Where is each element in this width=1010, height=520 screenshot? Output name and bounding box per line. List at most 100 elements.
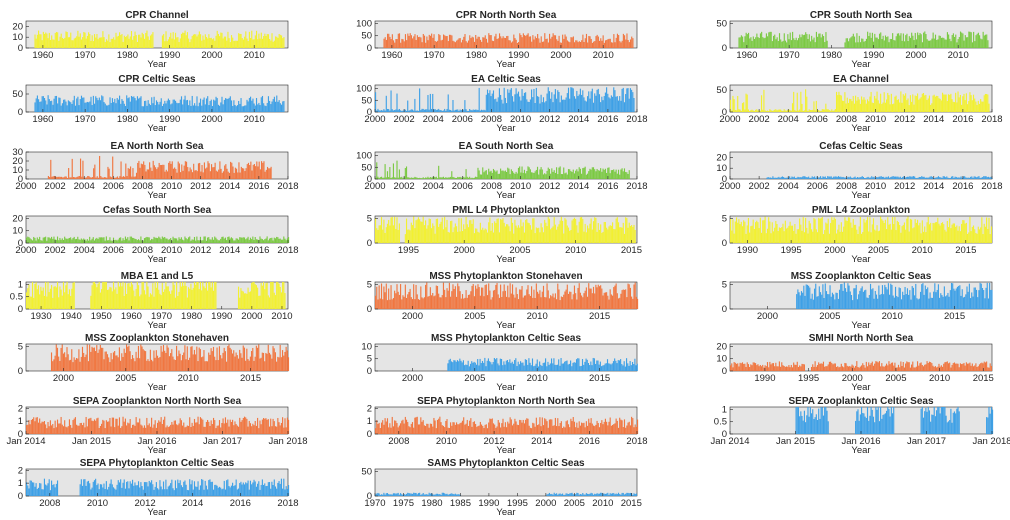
bar-mark [259,489,261,496]
bar-mark [163,34,165,48]
bar-mark [70,102,72,112]
bar-mark [164,350,166,371]
bar-mark [777,109,779,112]
bar-mark [815,283,817,309]
bar-mark [604,168,606,179]
bar-mark [962,176,965,179]
bar-mark [189,288,191,309]
bar-mark [559,102,561,112]
bar-mark [198,289,200,309]
bar-mark [590,38,592,48]
bar-mark [777,366,779,371]
bar-mark [171,479,173,496]
bar-mark [755,222,757,243]
bar-mark [178,350,180,371]
bar-mark [270,418,272,434]
bar-mark [68,37,71,48]
bar-mark [140,344,142,371]
bar-mark [590,418,592,434]
bar-mark [809,41,812,48]
bar-mark [232,238,234,243]
bar-mark [234,240,236,243]
bar-mark [77,236,79,243]
bar-mark [616,96,618,112]
bar-mark [895,36,897,48]
bar-mark [526,34,528,48]
bar-mark [514,219,516,243]
bar-mark [41,421,43,434]
bar-mark [140,163,142,179]
bar-mark [890,176,892,179]
bar-mark [93,480,96,496]
bar-mark [155,287,157,309]
bar-mark [938,407,940,434]
bar-mark [802,176,804,179]
x-tick-label: 1990 [211,311,232,322]
bar-mark [452,362,454,371]
bar-mark [880,293,882,309]
bar-mark [908,294,910,309]
bar-mark [153,424,155,434]
bar-mark [251,170,253,179]
bar-mark [141,282,143,309]
x-axis-label: Year [496,123,515,134]
bar-mark [218,240,221,243]
bar-mark [182,104,184,112]
bar-mark [757,110,759,112]
bar-mark [809,407,811,434]
bar-mark [35,38,37,48]
bar-mark [62,426,65,434]
bar-mark [252,39,254,48]
bar-mark [242,291,244,309]
bar-mark [974,365,976,371]
bar-mark [139,358,141,371]
bar-mark [801,34,803,48]
bar-mark [862,412,864,434]
bar-mark [103,359,105,371]
bar-mark [454,42,457,48]
bar-mark [241,38,243,48]
bar-mark [503,171,505,179]
y-tick-label: 100 [356,151,372,162]
bar-mark [457,283,459,309]
bar-mark [621,40,623,48]
bar-mark [762,220,764,243]
bar-mark [170,424,172,434]
bar-mark [234,40,236,48]
bar-mark [913,40,915,48]
bar-mark [942,296,944,309]
bar-mark [61,103,63,112]
bar-mark [613,169,615,179]
bar-mark [197,163,200,179]
bar-mark [168,426,171,434]
bar-mark [446,493,448,496]
bar-mark [166,41,168,48]
bar-mark [800,366,802,371]
bar-mark [594,169,596,179]
bar-mark [941,407,944,434]
bar-mark [452,493,454,496]
bar-mark [520,289,522,309]
panel-title: EA Celtic Seas [471,74,541,85]
bar-mark [58,240,60,243]
bar-mark [617,100,620,112]
bar-mark [167,39,169,48]
bar-mark [768,32,770,48]
bar-mark [494,289,496,309]
bar-mark [411,177,414,179]
bar-mark [106,421,109,434]
bar-mark [262,418,265,434]
bar-mark [144,164,146,179]
bar-mark [598,427,601,434]
x-axis-label: Year [496,445,515,456]
bar-mark [135,417,137,434]
bar-mark [769,361,771,371]
bar-mark [376,493,378,496]
bar-mark [579,168,581,179]
bar-mark [386,108,389,112]
bar-mark [423,225,425,243]
x-axis-label: Year [851,382,870,393]
bar-mark [947,292,949,309]
bar-mark [971,292,973,309]
bar-mark [264,105,266,112]
